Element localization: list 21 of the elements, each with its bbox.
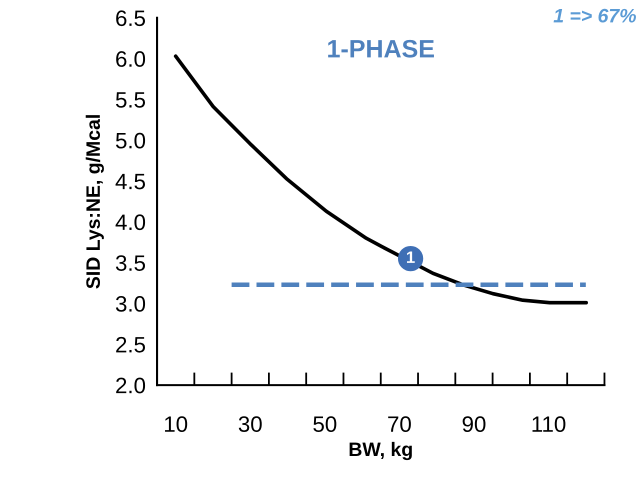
annotation: 1 => 67% [554,8,636,23]
y-tick-label: 5.0 [116,132,146,149]
y-tick-label: 5.5 [116,92,146,108]
x-tick-label: 70 [388,416,411,432]
y-tick-label: 4.5 [116,174,146,190]
x-axis-title: BW, kg [350,442,412,460]
x-tick-label: 30 [238,416,262,432]
y-tick-label: 6.0 [116,51,146,67]
x-tick-label: 90 [462,416,486,432]
x-tick-label: 50 [313,416,336,432]
y-tick-label: 2.5 [116,336,146,353]
y-tick-label: 2.0 [116,378,146,394]
x-tick-label: 10 [165,416,188,432]
y-tick-label: 4.0 [116,214,146,230]
y-tick-label: 3.5 [116,255,146,271]
y-tick-label: 6.5 [116,10,146,26]
y-tick-label: 3.0 [116,296,146,312]
x-tick-label: 110 [532,416,566,432]
annotation: 1 [406,251,415,263]
text: 1-PHASE [328,40,434,58]
y-axis-title: SID Lys:NE, g/Mcal [86,115,104,289]
